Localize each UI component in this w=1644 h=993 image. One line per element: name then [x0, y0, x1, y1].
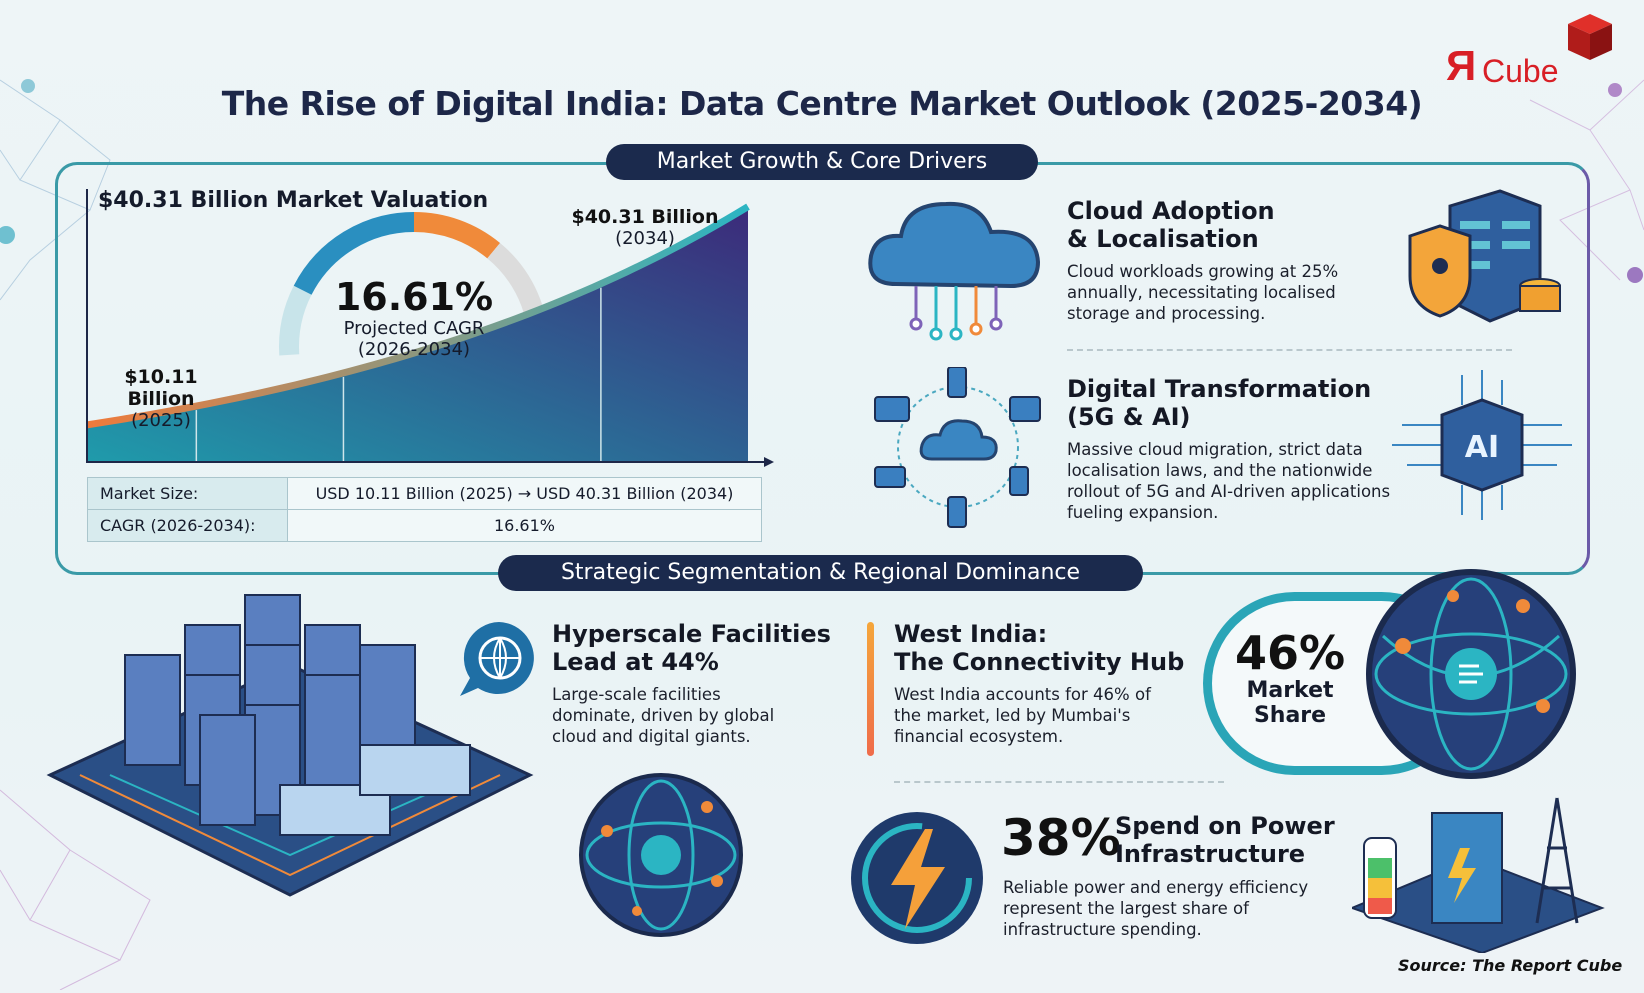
- divider: [1067, 349, 1512, 351]
- power-bolt-icon: [851, 812, 983, 944]
- connected-devices-cloud-icon: [874, 367, 1041, 528]
- gauge-segment-blue: [293, 212, 415, 295]
- source-credit: Source: The Report Cube: [1398, 956, 1623, 975]
- row-value: 16.61%: [287, 509, 762, 542]
- cagr-value: 16.61%: [334, 275, 494, 319]
- ai-chip-icon: AI: [1392, 370, 1572, 520]
- power-title-line2: Infrastructure: [1115, 840, 1306, 868]
- svg-text:Я: Я: [1446, 42, 1476, 89]
- globe-network-icon-small: [579, 773, 743, 937]
- start-value-label: $10.11 Billion: [124, 366, 198, 410]
- x-axis-arrow: [764, 457, 774, 467]
- market-growth-line: [86, 203, 750, 429]
- section-header-market-growth: Market Growth & Core Drivers: [606, 144, 1038, 180]
- market-growth-area-chart: [86, 189, 774, 467]
- reportcube-logo: Я Cube: [1440, 12, 1620, 92]
- power-spend-value: 38%: [1001, 809, 1121, 867]
- network-decoration-bottom-left: [0, 789, 151, 990]
- cagr-label: Projected CAGR: [343, 318, 485, 339]
- driver-title: Digital Transformation: [1067, 375, 1372, 403]
- market-share-value: 46%: [1234, 626, 1346, 680]
- power-title: Spend on Power: [1115, 812, 1335, 840]
- cagr-period: (2026-2034): [357, 339, 471, 360]
- logo-cube-icon: Я Cube: [1446, 14, 1612, 89]
- row-label: Market Size:: [87, 477, 288, 510]
- segment-title: West India:: [894, 620, 1048, 648]
- row-value: USD 10.11 Billion (2025) → USD 40.31 Bil…: [287, 477, 762, 510]
- end-value-label: $40.31 Billion: [571, 206, 719, 228]
- table-row: CAGR (2026-2034): 16.61%: [87, 509, 762, 542]
- divider: [894, 781, 1224, 783]
- market-summary-table: Market Size: USD 10.11 Billion (2025) → U…: [87, 477, 762, 542]
- driver-title-line2: (5G & AI): [1067, 403, 1191, 431]
- network-decoration-left: [0, 79, 111, 301]
- power-description: Reliable power and energy efficiency rep…: [1003, 878, 1309, 939]
- secure-server-icon: [1408, 189, 1561, 323]
- end-year-label: (2034): [615, 228, 675, 249]
- start-year-label: (2025): [131, 410, 191, 431]
- table-row: Market Size: USD 10.11 Billion (2025) → U…: [87, 477, 762, 510]
- driver-description: Cloud workloads growing at 25% annually,…: [1067, 262, 1339, 323]
- data-centre-servers-illustration: [46, 594, 534, 897]
- network-decoration-right: [1529, 79, 1644, 283]
- globe-network-icon: [1366, 569, 1576, 779]
- section-header-segmentation: Strategic Segmentation & Regional Domina…: [498, 555, 1143, 591]
- svg-text:Cube: Cube: [1482, 53, 1559, 89]
- segment-title-line2: Lead at 44%: [552, 648, 719, 676]
- driver-description: Massive cloud migration, strict data loc…: [1067, 440, 1391, 522]
- page-title: The Rise of Digital India: Data Centre M…: [221, 84, 1423, 123]
- chip-label: AI: [1465, 430, 1499, 465]
- accent-bar: [867, 622, 874, 756]
- market-share-label-line2: Share: [1253, 703, 1327, 728]
- power-infrastructure-illustration: [1352, 797, 1605, 953]
- cloud-network-icon: [868, 201, 1041, 341]
- driver-title-line2: & Localisation: [1067, 225, 1259, 253]
- row-label: CAGR (2026-2034):: [87, 509, 288, 542]
- gauge-segment-orange: [413, 212, 501, 259]
- segment-description: West India accounts for 46% of the marke…: [894, 685, 1151, 746]
- market-share-label: Market: [1246, 678, 1334, 703]
- chart-title: $40.31 Billion Market Valuation: [98, 188, 489, 213]
- segment-description: Large-scale facilities dominate, driven …: [552, 685, 775, 746]
- globe-speech-icon: [460, 622, 534, 696]
- segment-title-line2: The Connectivity Hub: [894, 648, 1185, 676]
- segment-title: Hyperscale Facilities: [552, 620, 831, 648]
- driver-title: Cloud Adoption: [1067, 197, 1275, 225]
- gauge-track: [279, 285, 312, 356]
